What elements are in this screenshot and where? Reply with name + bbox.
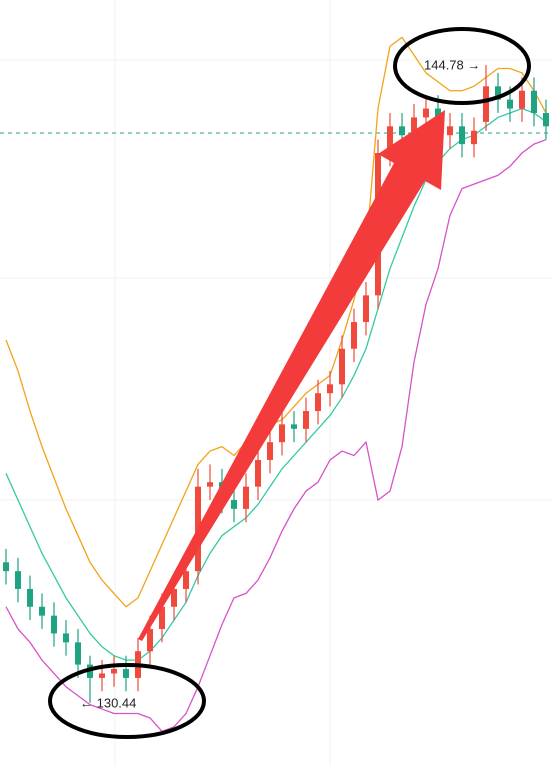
candle-body (39, 606, 45, 616)
candle-body (471, 130, 477, 145)
candle-body (267, 442, 273, 460)
candle-body (123, 669, 129, 678)
highlight-ellipse (48, 663, 206, 739)
candle-body (543, 112, 549, 127)
candle-body (303, 411, 309, 429)
band-line (5, 36, 547, 608)
candle-body (339, 348, 345, 385)
candle-body (27, 588, 33, 607)
candle-body (243, 486, 249, 509)
candle-body (15, 571, 21, 589)
trend-arrow (138, 110, 445, 641)
candle-body (399, 126, 405, 136)
band-line (5, 139, 547, 733)
candle-body (495, 86, 501, 100)
candle-body (519, 90, 525, 109)
candle-body (411, 117, 417, 136)
candle-body (111, 669, 117, 674)
candle-body (447, 126, 453, 136)
candle-body (99, 673, 105, 678)
candle-body (459, 126, 465, 145)
candle-body (231, 499, 237, 509)
candle-body (279, 424, 285, 443)
candle-body (171, 588, 177, 607)
candles (3, 64, 549, 703)
highlight-ellipse (393, 27, 531, 105)
candle-body (387, 126, 393, 154)
candle-body (51, 615, 57, 634)
candle-body (363, 295, 369, 323)
candle-body (531, 90, 537, 113)
candle-body (423, 108, 429, 118)
candle-body (327, 384, 333, 394)
candle-body (291, 424, 297, 429)
candle-body (207, 482, 213, 487)
candle-body (315, 393, 321, 412)
candle-body (483, 86, 489, 122)
candle-body (63, 633, 69, 643)
candle-body (75, 642, 81, 665)
candle-body (147, 628, 153, 652)
low-annotation: ← 130.44 (80, 695, 136, 710)
candle-body (255, 459, 261, 487)
high-annotation: 144.78 → (424, 57, 480, 72)
candle-body (507, 99, 513, 109)
band-line (5, 107, 547, 661)
candle-body (351, 322, 357, 349)
candle-body (159, 606, 165, 629)
candle-body (3, 562, 9, 572)
candle-body (183, 571, 189, 589)
